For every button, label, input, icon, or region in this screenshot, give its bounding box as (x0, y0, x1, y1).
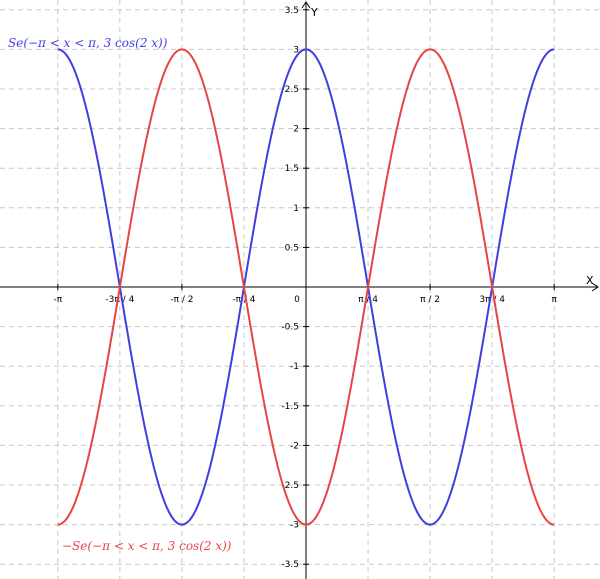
x-tick-label: -π / 4 (232, 295, 255, 305)
x-axis-label: X (586, 274, 594, 287)
y-tick-label: -2.5 (281, 481, 299, 491)
y-tick-label: 0.5 (285, 243, 299, 253)
y-tick-label: -0.5 (281, 323, 299, 333)
x-tick-label: -π (53, 295, 62, 305)
x-tick-label: -3π / 4 (105, 295, 134, 305)
y-tick-label: -3.5 (281, 560, 299, 570)
y-tick-label: 1.5 (285, 164, 299, 174)
x-axis-arrow (591, 282, 599, 292)
series-label-blue: Se(−π < x < π, 3 cos(2 x)) (8, 36, 168, 50)
x-tick-label: 0 (294, 295, 300, 305)
y-tick-label: 2.5 (285, 85, 299, 95)
x-tick-label: π (551, 295, 557, 305)
series-labels: Se(−π < x < π, 3 cos(2 x)) −Se(−π < x < … (8, 36, 232, 553)
y-tick-label: -1.5 (281, 402, 299, 412)
tick-labels: -π -3π / 4 -π / 2 -π / 4 0 π / 4 π / 2 3π / 4 π -… (53, 6, 557, 570)
y-tick-label: 3 (293, 45, 299, 55)
y-tick-label: 2 (293, 125, 299, 135)
y-tick-label: -3 (290, 521, 299, 531)
y-tick-label: 1 (293, 204, 299, 214)
x-tick-label: π / 4 (358, 295, 378, 305)
x-tick-label: π / 2 (420, 295, 440, 305)
series-label-red: −Se(−π < x < π, 3 cos(2 x)) (62, 539, 232, 553)
x-tick-label: -π / 2 (170, 295, 193, 305)
y-tick-label: -2 (290, 441, 299, 451)
y-tick-label: 3.5 (285, 6, 299, 16)
y-tick-label: -1 (290, 362, 299, 372)
x-tick-label: 3π / 4 (479, 295, 505, 305)
y-axis-label: Y (310, 6, 318, 19)
series (57, 48, 555, 526)
y-axis-arrow (301, 1, 311, 9)
